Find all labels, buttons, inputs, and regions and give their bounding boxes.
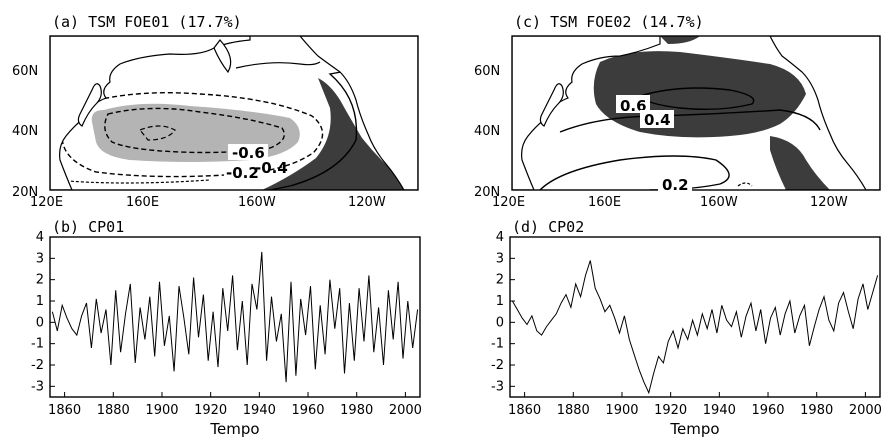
land-aleutians <box>235 61 321 69</box>
x-tick-label: 1880 <box>557 403 590 418</box>
positive-shaded-region <box>262 78 406 190</box>
contour-line <box>104 107 285 154</box>
land-north-america <box>299 36 418 190</box>
lat-tick-label: 40N <box>12 124 38 139</box>
lon-tick-label: 160E <box>588 195 621 210</box>
contour-line <box>139 125 176 141</box>
map-title-a: (a) TSM FOE01 (17.7%) <box>52 13 242 31</box>
negative-shaded-region <box>91 103 300 162</box>
map-panel-c: (c) TSM FOE02 (14.7%) 0.6 0.4 0.2 60N 40… <box>474 13 881 210</box>
x-tick-label: 1960 <box>751 403 784 418</box>
lon-tick-label: 160W <box>238 195 276 210</box>
map-title-c: (c) TSM FOE02 (14.7%) <box>514 13 704 31</box>
lon-tick-label: 120E <box>30 195 63 210</box>
lon-tick-label: 120W <box>810 195 848 210</box>
contour-label: -0.4 <box>255 159 288 177</box>
y-tick-label: -2 <box>31 358 44 373</box>
lon-tick-label: 120E <box>492 195 525 210</box>
positive-shaded-region <box>660 36 700 44</box>
series-title-b: (b) CP01 <box>52 218 124 236</box>
y-tick-label: 2 <box>36 273 44 288</box>
land-asia <box>50 36 251 190</box>
land-kamchatka <box>213 39 232 74</box>
lon-tick-label: 120W <box>348 195 386 210</box>
series-line-cp01 <box>51 251 419 383</box>
x-tick-label: 1920 <box>194 403 227 418</box>
x-tick-label: 1880 <box>97 403 130 418</box>
y-tick-label: 1 <box>36 294 44 309</box>
x-tick-label: 1860 <box>508 403 541 418</box>
x-axis-label: Tempo <box>209 420 259 438</box>
x-tick-label: 1960 <box>291 403 324 418</box>
x-tick-label: 1900 <box>605 403 638 418</box>
y-tick-label: 1 <box>496 294 504 309</box>
lat-tick-label: 20N <box>474 185 500 200</box>
contour-line <box>539 155 730 190</box>
contour-label-box <box>640 110 674 128</box>
timeseries-panel-d: (d) CP02 -3 -2 -1 0 1 2 3 4 1860 1880 1900 1920 194… <box>491 218 882 438</box>
x-tick-label: 2000 <box>389 403 422 418</box>
x-tick-label: 1940 <box>243 403 276 418</box>
positive-shaded-region <box>593 51 806 138</box>
y-tick-label: 0 <box>36 315 44 330</box>
lat-tick-label: 60N <box>12 64 38 79</box>
contour-label: 0.2 <box>662 176 689 194</box>
map-frame <box>511 35 881 191</box>
land-japan <box>539 83 564 127</box>
contour-line <box>737 182 753 187</box>
contour-label: 0.6 <box>620 97 647 115</box>
land-asia <box>512 36 661 190</box>
x-tick-label: 1980 <box>340 403 373 418</box>
contour-label-box <box>658 176 692 192</box>
y-tick-label: 4 <box>36 230 44 245</box>
lat-tick-label: 40N <box>474 124 500 139</box>
map-frame <box>49 35 419 191</box>
y-tick-label: 3 <box>496 251 504 266</box>
map-panel-a: (a) TSM FOE01 (17.7%) -0.6 -0.2 -0.4 <box>12 13 419 210</box>
plot-frame <box>49 236 421 398</box>
y-tick-label: -3 <box>31 379 44 394</box>
positive-shaded-region <box>770 136 830 190</box>
x-tick-label: 1860 <box>48 403 81 418</box>
contour-label: -0.2 <box>226 164 259 182</box>
timeseries-panel-b: (b) CP01 -3 -2 -1 0 1 2 3 4 1860 1880 1900 1920 194… <box>31 218 422 438</box>
land-north-america <box>769 36 880 190</box>
series-line-cp02 <box>511 260 879 395</box>
contour-line <box>559 109 821 133</box>
y-tick-label: -1 <box>491 337 504 352</box>
y-tick-label: 4 <box>496 230 504 245</box>
y-tick-label: -2 <box>491 358 504 373</box>
lon-tick-label: 160W <box>700 195 738 210</box>
contour-line <box>61 92 324 178</box>
x-tick-label: 2000 <box>849 403 882 418</box>
series-title-d: (d) CP02 <box>512 218 584 236</box>
plot-frame <box>509 236 881 398</box>
contour-label-box <box>616 95 650 113</box>
x-tick-label: 1940 <box>703 403 736 418</box>
x-tick-label: 1900 <box>145 403 178 418</box>
lat-tick-label: 60N <box>474 64 500 79</box>
lat-tick-label: 20N <box>12 185 38 200</box>
y-tick-label: 2 <box>496 273 504 288</box>
x-axis-label: Tempo <box>669 420 719 438</box>
contour-label: 0.4 <box>644 111 671 129</box>
y-tick-label: 0 <box>496 315 504 330</box>
contour-line <box>55 179 211 184</box>
contour-label: -0.6 <box>232 144 265 162</box>
land-japan <box>77 83 102 127</box>
x-tick-label: 1980 <box>800 403 833 418</box>
y-tick-label: -3 <box>491 379 504 394</box>
lon-tick-label: 160E <box>126 195 159 210</box>
contour-label-box <box>228 144 268 160</box>
x-tick-label: 1920 <box>654 403 687 418</box>
contour-label-box <box>224 163 268 180</box>
y-tick-label: -1 <box>31 337 44 352</box>
y-tick-label: 3 <box>36 251 44 266</box>
contour-line <box>638 87 755 111</box>
